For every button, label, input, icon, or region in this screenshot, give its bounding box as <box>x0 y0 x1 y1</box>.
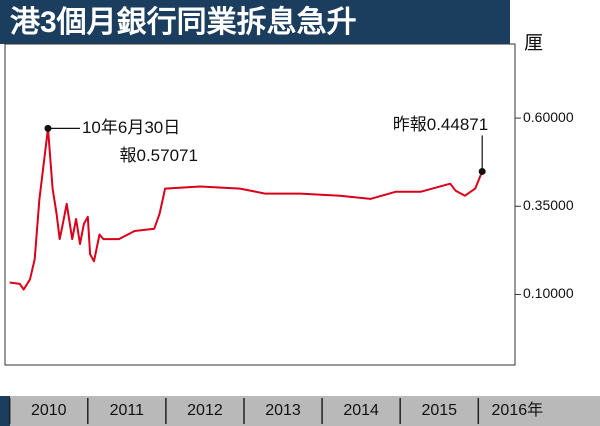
y-tick-label: 0.35000 <box>523 197 574 213</box>
plot-frame <box>4 43 516 366</box>
title-bar <box>0 0 510 44</box>
chart-title: 港3個月銀行同業拆息急升 <box>10 5 357 39</box>
annotation-dot <box>478 167 486 175</box>
x-tick-label: 2013 <box>265 402 301 419</box>
data-line <box>9 127 484 291</box>
x-bar <box>0 396 600 426</box>
annotation-text: 昨報0.44871 <box>393 115 488 134</box>
x-tick-label: 2014 <box>343 402 379 419</box>
annotation-text: 10年6月30日 <box>82 118 180 137</box>
x-tick-label: 2011 <box>110 402 145 419</box>
annotation-text: 報0.57071 <box>120 146 198 165</box>
y-unit: 厘 <box>524 33 543 54</box>
annotation-dot <box>44 124 52 132</box>
x-tick-label: 2015 <box>421 402 457 419</box>
y-tick-label: 0.10000 <box>523 285 574 301</box>
y-tick-label: 0.60000 <box>523 109 574 125</box>
x-tick-label: 2016年 <box>492 401 544 419</box>
x-bar-accent <box>0 396 10 426</box>
x-tick-label: 2012 <box>187 402 223 419</box>
x-tick-label: 2010 <box>31 402 67 419</box>
